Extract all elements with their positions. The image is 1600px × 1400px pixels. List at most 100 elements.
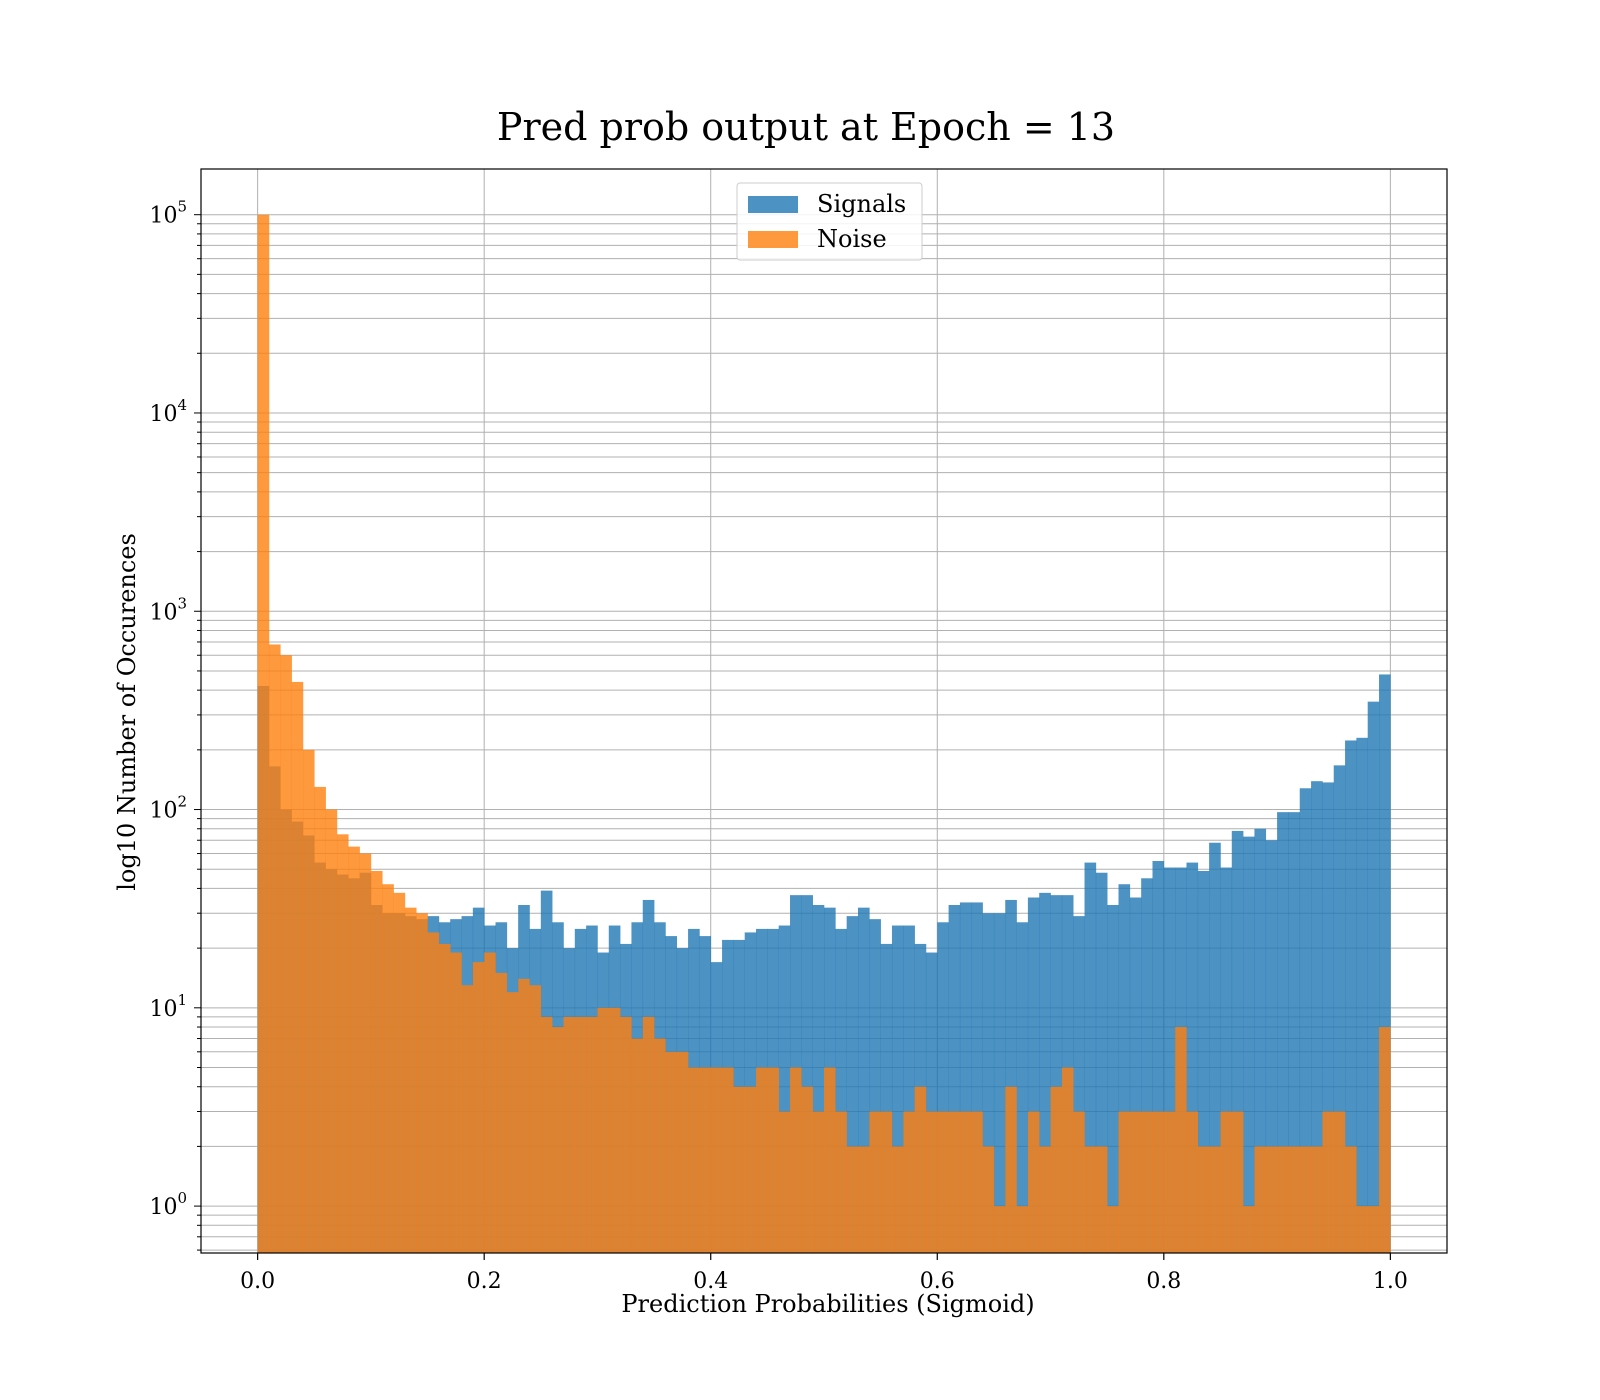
noise-bar	[540, 1016, 553, 1253]
x-tick-label: 0.8	[1146, 1269, 1181, 1294]
noise-bar	[1141, 1111, 1153, 1253]
noise-bar	[1005, 1086, 1017, 1253]
noise-bar	[608, 1007, 621, 1253]
noise-bar	[1050, 1086, 1063, 1253]
signals-bar	[1243, 836, 1255, 1253]
noise-bar	[1175, 1027, 1187, 1253]
noise-bar	[268, 644, 281, 1253]
noise-bar	[1333, 1111, 1346, 1253]
noise-bar	[1231, 1111, 1244, 1253]
signals-bar	[1254, 828, 1267, 1253]
noise-bar	[1073, 1111, 1085, 1253]
signals-bar	[1379, 674, 1391, 1253]
signals-bar	[959, 902, 972, 1253]
noise-bar	[1118, 1111, 1131, 1253]
plot-frame	[200, 168, 1448, 1254]
signals-bar	[1367, 701, 1380, 1253]
noise-bar	[302, 749, 315, 1253]
noise-bar	[450, 952, 462, 1253]
signals-bar	[1209, 842, 1221, 1253]
noise-bar	[325, 809, 338, 1253]
noise-bar	[744, 1086, 757, 1253]
y-tick-label: 105	[149, 198, 187, 229]
noise-bar	[1254, 1146, 1267, 1253]
y-axis-label: log10 Number of Occurences	[113, 533, 141, 891]
signals-bar	[1050, 895, 1063, 1253]
signals-bar	[778, 925, 791, 1253]
signals-bar	[1118, 884, 1131, 1253]
signals-bar	[1356, 737, 1369, 1253]
x-tick-label: 1.0	[1373, 1269, 1408, 1294]
signals-bar	[937, 922, 949, 1253]
signals-bar	[925, 952, 938, 1253]
y-tick-label: 101	[149, 991, 187, 1022]
noise-bar	[280, 655, 292, 1253]
noise-bar	[563, 1016, 576, 1253]
noise-bar	[767, 1067, 779, 1253]
noise-bar	[348, 846, 360, 1253]
histogram-bars	[257, 214, 1391, 1253]
noise-bar	[1243, 1206, 1255, 1253]
noise-bar	[948, 1111, 961, 1253]
noise-bar	[665, 1051, 678, 1253]
noise-bar	[1027, 1111, 1040, 1253]
noise-bar	[1265, 1146, 1278, 1253]
signals-bar	[857, 907, 870, 1253]
noise-bar	[1209, 1146, 1221, 1253]
y-tick-label: 100	[149, 1189, 187, 1220]
noise-bar	[993, 1206, 1006, 1253]
noise-bar	[495, 972, 508, 1253]
noise-bar	[1039, 1146, 1051, 1253]
noise-bar	[824, 1067, 836, 1253]
signals-bar	[1345, 740, 1357, 1253]
legend-swatch-noise	[748, 231, 798, 248]
noise-bar	[1129, 1111, 1142, 1253]
signals-bar	[1333, 765, 1346, 1253]
noise-bar	[1107, 1206, 1119, 1253]
legend-label-signals: Signals	[817, 190, 906, 218]
signals-bar	[982, 913, 995, 1253]
noise-bar	[654, 1038, 666, 1253]
signals-bar	[1299, 788, 1312, 1253]
noise-bar	[676, 1051, 689, 1253]
x-tick-label: 0.4	[693, 1269, 728, 1294]
signals-bar	[835, 928, 847, 1253]
legend-swatch-signals	[748, 196, 798, 213]
signals-bar	[971, 902, 983, 1253]
noise-bar	[1322, 1111, 1335, 1253]
legend-label-noise: Noise	[817, 225, 887, 253]
noise-bar	[484, 952, 496, 1253]
noise-bar	[914, 1086, 927, 1253]
y-tick-exponent: 0	[177, 1189, 187, 1207]
signals-bar	[1016, 922, 1029, 1253]
noise-bar	[903, 1111, 915, 1253]
noise-bar	[506, 992, 519, 1253]
signals-bar	[869, 919, 881, 1253]
signals-bar	[1322, 782, 1335, 1253]
signals-bar	[1095, 872, 1108, 1253]
noise-bar	[846, 1146, 859, 1253]
signals-bar	[1186, 862, 1199, 1253]
noise-bar	[1345, 1146, 1357, 1253]
signals-bar	[948, 905, 961, 1253]
noise-bar	[586, 1016, 598, 1253]
y-tick-label: 102	[149, 793, 187, 824]
noise-bar	[1220, 1111, 1233, 1253]
signals-bar	[1027, 897, 1040, 1253]
signals-bar	[1005, 899, 1017, 1253]
noise-bar	[1367, 1206, 1380, 1253]
signals-bar	[846, 916, 859, 1253]
noise-bar	[688, 1067, 700, 1253]
noise-bar	[756, 1067, 768, 1253]
signals-bar	[812, 905, 825, 1253]
noise-bar	[1299, 1146, 1312, 1253]
noise-bar	[597, 1007, 610, 1253]
noise-bar	[869, 1111, 881, 1253]
noise-bar	[382, 884, 394, 1253]
noise-bar	[404, 907, 417, 1253]
noise-bar	[801, 1086, 813, 1253]
noise-bar	[257, 214, 270, 1253]
noise-bar	[631, 1038, 644, 1253]
